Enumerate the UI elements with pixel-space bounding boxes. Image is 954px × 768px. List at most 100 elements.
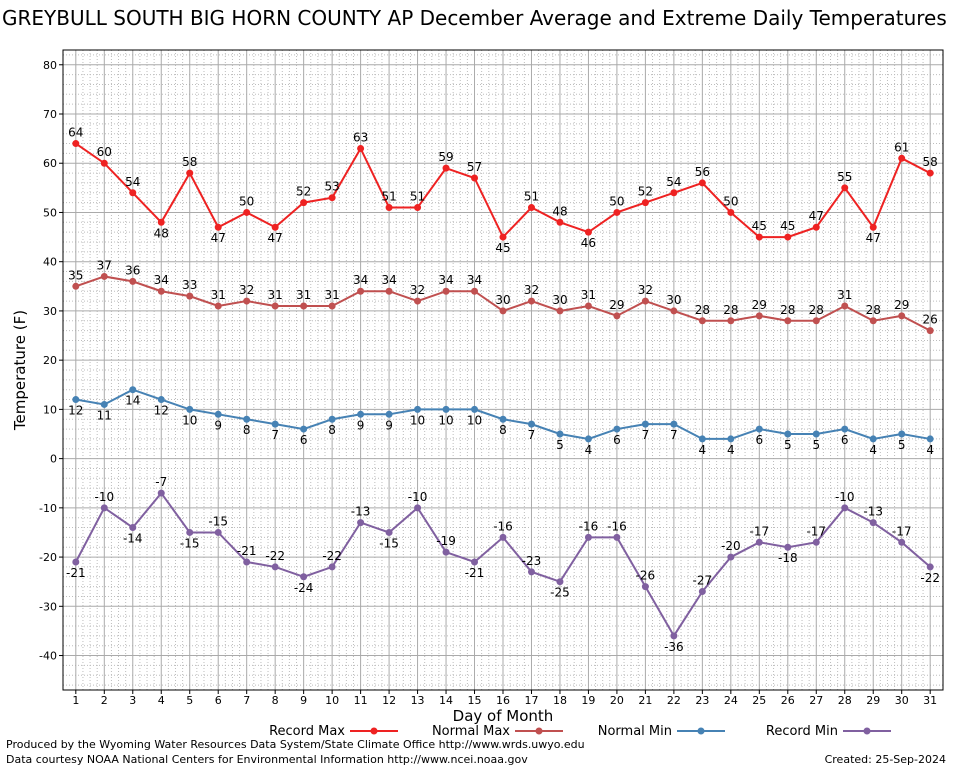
normal-max-point <box>243 297 251 305</box>
normal-max-point <box>385 287 393 295</box>
x-tick-label: 26 <box>781 694 795 707</box>
y-tick-label: 50 <box>43 206 57 219</box>
record-max-point <box>271 223 279 231</box>
normal-max-point <box>698 317 706 325</box>
record-min-point <box>584 533 592 541</box>
x-tick-label: 23 <box>695 694 709 707</box>
chart-title: GREYBULL SOUTH BIG HORN COUNTY AP Decemb… <box>2 6 954 30</box>
record-min-data-label: -21 <box>237 544 257 558</box>
record-max-data-label: 48 <box>154 226 169 240</box>
normal-max-point <box>841 302 849 310</box>
x-tick-label: 30 <box>895 694 909 707</box>
record-max-point <box>499 233 507 241</box>
x-tick-label: 18 <box>553 694 567 707</box>
normal-min-data-label: 4 <box>585 443 593 457</box>
normal-max-point <box>898 312 906 320</box>
record-min-point <box>186 528 194 536</box>
record-max-data-label: 45 <box>752 219 767 233</box>
record-min-data-label: -22 <box>265 549 285 563</box>
normal-max-data-label: 31 <box>211 288 226 302</box>
record-max-data-label: 51 <box>381 190 396 204</box>
record-min-data-label: -15 <box>208 514 228 528</box>
record-max-data-label: 45 <box>780 219 795 233</box>
record-min-data-label: -17 <box>892 524 912 538</box>
normal-min-data-label: 4 <box>926 443 934 457</box>
record-max-point <box>584 228 592 236</box>
normal-min-data-label: 5 <box>556 438 564 452</box>
normal-min-point <box>527 420 535 428</box>
normal-max-data-label: 28 <box>723 303 738 317</box>
record-max-point <box>471 174 479 182</box>
record-max-data-label: 51 <box>410 190 425 204</box>
normal-max-data-label: 34 <box>438 273 453 287</box>
normal-min-point <box>328 415 336 423</box>
normal-max-point <box>869 317 877 325</box>
record-min-data-label: -15 <box>180 536 200 550</box>
x-tick-label: 1 <box>72 694 79 707</box>
normal-max-point <box>300 302 308 310</box>
record-min-point <box>471 558 479 566</box>
record-min-point <box>442 548 450 556</box>
record-min-point <box>869 519 877 527</box>
normal-min-data-label: 10 <box>410 413 425 427</box>
record-min-data-label: -13 <box>863 505 883 519</box>
normal-max-data-label: 32 <box>638 283 653 297</box>
record-min-point <box>243 558 251 566</box>
record-max-point <box>328 194 336 202</box>
record-min-legend-label: Record Min <box>766 724 838 739</box>
normal-max-data-label: 32 <box>239 283 254 297</box>
record-max-point <box>72 140 80 148</box>
normal-max-point <box>471 287 479 295</box>
record-max-point <box>357 144 365 152</box>
normal-min-data-label: 5 <box>898 438 906 452</box>
normal-max-data-label: 32 <box>524 283 539 297</box>
record-min-data-label: -14 <box>123 532 143 546</box>
y-tick-label: 20 <box>43 354 57 367</box>
normal-min-point <box>385 410 393 418</box>
normal-max-data-label: 34 <box>381 273 396 287</box>
normal-min-data-label: 9 <box>214 418 222 432</box>
record-max-data-label: 47 <box>809 209 824 223</box>
x-tick-label: 10 <box>325 694 339 707</box>
record-max-data-label: 47 <box>866 231 881 245</box>
normal-max-data-label: 29 <box>894 298 909 312</box>
record-max-point <box>670 189 678 197</box>
record-max-data-label: 60 <box>97 145 112 159</box>
record-max-point <box>157 218 165 226</box>
x-tick-label: 8 <box>272 694 279 707</box>
normal-max-point <box>357 287 365 295</box>
normal-min-data-label: 4 <box>727 443 735 457</box>
record-max-point <box>869 223 877 231</box>
normal-min-point <box>926 435 934 443</box>
record-max-point <box>698 179 706 187</box>
normal-min-point <box>129 386 137 394</box>
record-max-point <box>926 169 934 177</box>
normal-max-data-label: 30 <box>666 293 681 307</box>
record-max-point <box>385 204 393 212</box>
record-max-data-label: 56 <box>695 165 710 179</box>
x-tick-label: 13 <box>411 694 425 707</box>
record-min-data-label: -7 <box>155 475 167 489</box>
y-axis-label: Temperature (F) <box>11 310 29 431</box>
record-min-point <box>357 519 365 527</box>
normal-max-point <box>129 277 137 285</box>
normal-min-legend-label: Normal Min <box>598 724 672 739</box>
normal-max-point <box>670 307 678 315</box>
record-max-data-label: 57 <box>467 160 482 174</box>
normal-min-point <box>556 430 564 438</box>
record-min-data-label: -16 <box>607 519 627 533</box>
normal-max-data-label: 34 <box>154 273 169 287</box>
x-tick-label: 9 <box>300 694 307 707</box>
normal-min-data-label: 6 <box>613 433 621 447</box>
x-tick-label: 7 <box>243 694 250 707</box>
normal-min-data-label: 9 <box>385 418 393 432</box>
normal-min-point <box>670 420 678 428</box>
record-max-point <box>556 218 564 226</box>
y-tick-label: 40 <box>43 256 57 269</box>
normal-min-point <box>72 396 80 404</box>
record-min-data-label: -20 <box>721 539 741 553</box>
normal-min-data-label: 9 <box>357 418 365 432</box>
record-max-data-label: 50 <box>723 194 738 208</box>
